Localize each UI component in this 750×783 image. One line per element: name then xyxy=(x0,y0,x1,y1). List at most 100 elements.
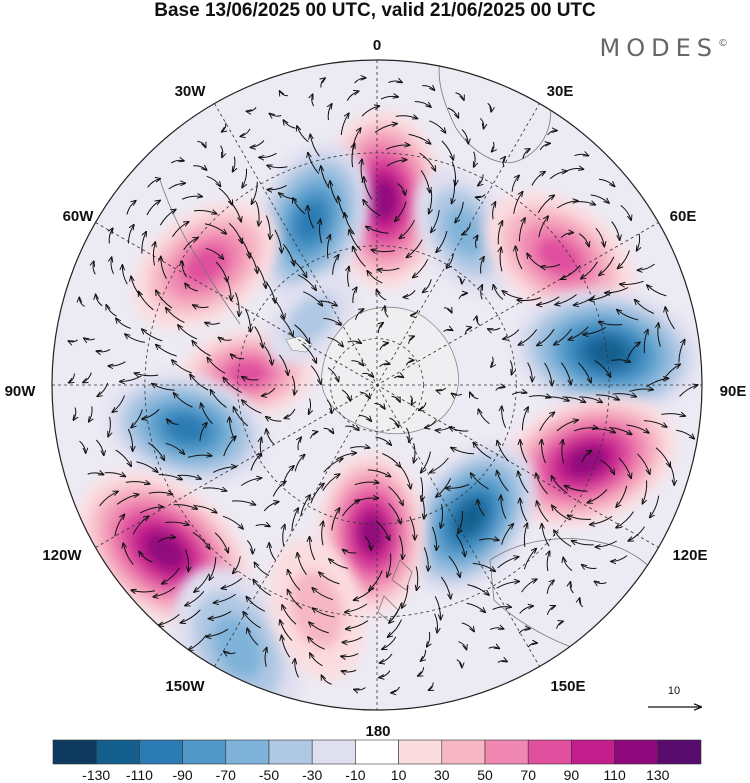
wind-vector xyxy=(478,409,490,425)
wind-vector xyxy=(231,501,256,505)
wind-vector xyxy=(427,632,430,647)
wind-vector xyxy=(232,156,235,172)
wind-vector xyxy=(608,427,632,435)
wind-vector xyxy=(122,265,128,285)
wind-vector xyxy=(574,428,598,432)
wind-vector xyxy=(389,417,399,427)
wind-vector xyxy=(109,228,113,244)
wind-vector xyxy=(283,524,285,546)
wind-vector xyxy=(520,440,528,463)
wind-vector xyxy=(352,128,361,151)
wind-vector xyxy=(174,393,193,408)
wind-vector xyxy=(327,367,339,382)
wind-vector xyxy=(539,412,555,432)
wind-vector xyxy=(541,263,561,267)
wind-vector xyxy=(662,364,680,381)
wind-vector xyxy=(425,419,437,429)
wind-vector xyxy=(267,165,288,167)
wind-vector xyxy=(161,256,167,280)
wind-vector xyxy=(354,78,367,84)
wind-vector xyxy=(265,215,270,240)
wind-vector xyxy=(481,257,485,274)
wind-vector xyxy=(97,382,109,396)
wind-vector xyxy=(230,354,245,359)
wind-vector xyxy=(398,535,402,560)
wind-vector xyxy=(462,224,471,235)
wind-vector xyxy=(393,376,404,379)
longitude-label: 180 xyxy=(365,723,390,740)
wind-vector xyxy=(319,572,340,585)
wind-vector xyxy=(509,360,512,375)
wind-vector xyxy=(519,606,534,614)
wind-vector xyxy=(577,362,591,383)
wind-vector xyxy=(637,263,655,270)
wind-vector xyxy=(349,230,362,251)
wind-vector xyxy=(188,634,207,650)
wind-vector xyxy=(322,474,340,491)
wind-vector xyxy=(402,584,409,608)
wind-vector xyxy=(611,360,631,362)
wind-vector xyxy=(616,511,634,528)
wind-vector xyxy=(253,579,272,597)
wind-vector xyxy=(495,387,505,391)
wind-vector xyxy=(451,161,455,185)
wind-vector xyxy=(440,504,442,528)
wind-vector xyxy=(598,322,623,325)
wind-vector xyxy=(642,480,648,504)
wind-vector xyxy=(309,398,311,415)
south-america-coastline xyxy=(159,179,241,325)
wind-vector xyxy=(658,323,661,347)
wind-vector xyxy=(488,647,500,649)
wind-vector xyxy=(261,387,276,396)
colorbar-tick-label: -130 xyxy=(82,767,110,783)
wind-vector xyxy=(382,636,397,650)
wind-vector xyxy=(488,327,501,330)
wind-vector xyxy=(106,305,117,317)
wind-vector xyxy=(223,436,236,457)
colorbar-tick-label: 110 xyxy=(603,767,626,783)
wind-vector xyxy=(544,362,553,386)
wind-vector xyxy=(300,495,311,517)
wind-vector xyxy=(329,559,348,569)
wind-vector xyxy=(436,478,452,497)
wind-vector xyxy=(436,387,447,391)
longitude-label: 30W xyxy=(175,83,207,100)
wind-vector xyxy=(298,437,301,451)
wind-vector xyxy=(405,360,414,366)
wind-vector xyxy=(421,451,431,473)
wind-vector xyxy=(385,145,410,150)
wind-vector xyxy=(647,285,667,297)
wind-vector xyxy=(344,213,355,235)
wind-vector xyxy=(375,520,390,541)
wind-vector xyxy=(194,573,210,593)
graticule xyxy=(52,60,702,710)
wind-vector xyxy=(443,308,452,313)
colorbar-tick-label: -70 xyxy=(216,767,236,783)
wind-vector xyxy=(476,235,478,249)
wind-vector xyxy=(546,606,555,615)
wind-vector xyxy=(157,537,175,543)
wind-vector xyxy=(364,177,373,200)
wind-vector xyxy=(193,211,217,214)
wind-vector xyxy=(223,377,242,394)
wind-vector xyxy=(537,328,555,346)
wind-vector xyxy=(308,206,315,229)
wind-vector xyxy=(416,566,418,591)
wind-vector xyxy=(591,429,616,433)
wind-vector xyxy=(192,341,211,357)
wind-vector xyxy=(470,392,479,400)
wind-vector xyxy=(579,396,602,403)
wind-vector xyxy=(170,160,184,164)
wind-vector xyxy=(68,339,79,342)
wind-vector xyxy=(297,126,309,143)
wind-vector xyxy=(367,469,391,477)
wind-vector xyxy=(310,134,320,157)
wind-vector xyxy=(428,682,433,691)
wind-vector xyxy=(422,279,432,292)
wind-vector xyxy=(491,356,494,368)
wind-vector xyxy=(274,229,282,253)
wind-vector xyxy=(574,202,596,205)
wind-vector xyxy=(429,120,445,133)
wind-vector xyxy=(617,310,639,321)
wind-vector xyxy=(359,414,371,421)
